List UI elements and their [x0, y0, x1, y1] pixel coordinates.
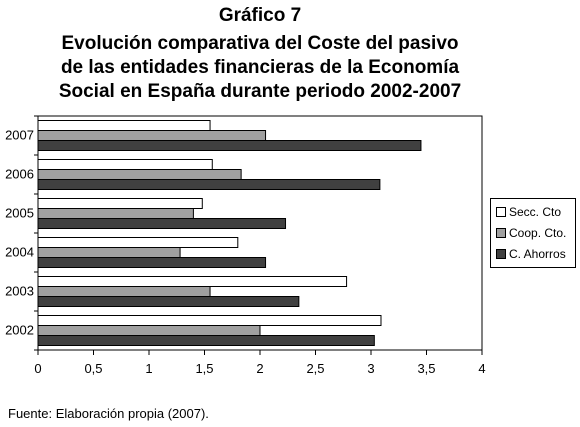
chart-title-line: Evolución comparativa del Coste del pasi…	[61, 33, 459, 54]
bar-secc-cto-2002	[37, 315, 382, 326]
chart-title-line: Social en España durante periodo 2002-20…	[58, 81, 462, 102]
x-tick-label: 1	[145, 361, 152, 376]
legend-label: C. Ahorros	[509, 247, 566, 261]
bar-secc-cto-2004	[37, 237, 239, 248]
legend-swatch-c-ahorros	[496, 249, 506, 259]
legend-swatch-coop-cto	[496, 228, 506, 238]
legend-label: Secc. Cto	[509, 205, 562, 219]
x-tick-label: 4	[478, 361, 485, 376]
y-tick-label: 2004	[5, 245, 34, 260]
y-tick-label: 2002	[5, 323, 34, 338]
bar-c-ahorros-2006	[37, 179, 381, 190]
bar-secc-cto-2005	[37, 198, 203, 209]
x-tick-label: 0,5	[84, 361, 102, 376]
y-tick-label: 2003	[5, 284, 34, 299]
bar-coop-cto-2006	[37, 169, 242, 180]
x-tick-label: 3	[367, 361, 374, 376]
bar-secc-cto-2003	[37, 276, 348, 287]
legend-item-secc-cto: Secc. Cto	[496, 204, 561, 220]
bar-c-ahorros-2007	[37, 140, 422, 151]
bar-secc-cto-2006	[37, 159, 213, 170]
bar-coop-cto-2007	[37, 130, 267, 141]
legend: Secc. Cto Coop. Cto. C. Ahorros	[490, 198, 576, 268]
bar-c-ahorros-2005	[37, 218, 287, 229]
y-tick-label: 2006	[5, 167, 34, 182]
x-tick-label: 3,5	[417, 361, 435, 376]
plot-area	[37, 115, 483, 351]
bar-coop-cto-2003	[37, 286, 211, 297]
bar-c-ahorros-2004	[37, 257, 267, 268]
bar-coop-cto-2005	[37, 208, 194, 219]
y-tick-label: 2005	[5, 206, 34, 221]
legend-label: Coop. Cto.	[509, 226, 567, 240]
source-note: Fuente: Elaboración propia (2007).	[8, 406, 209, 421]
x-tick-label: 2,5	[306, 361, 324, 376]
x-tick-label: 0	[34, 361, 41, 376]
bar-secc-cto-2007	[37, 120, 211, 131]
legend-swatch-secc-cto	[496, 207, 506, 217]
legend-item-coop-cto: Coop. Cto.	[496, 225, 566, 241]
bar-coop-cto-2002	[37, 325, 261, 336]
bar-chart: 2007 2006 2005 2004 2003 2002 0 0,5 1 1,5 2 2,5 3 3,5…	[5, 115, 486, 376]
chart-title-line: Gráfico 7	[218, 5, 302, 26]
legend-item-c-ahorros: C. Ahorros	[496, 246, 566, 262]
bar-coop-cto-2004	[37, 247, 181, 258]
x-tick-label: 2	[256, 361, 263, 376]
bar-c-ahorros-2003	[37, 296, 300, 307]
x-tick-label: 1,5	[195, 361, 213, 376]
y-tick-label: 2007	[5, 128, 34, 143]
chart-title-line: de las entidades financieras de la Econo…	[60, 57, 460, 78]
bar-c-ahorros-2002	[37, 335, 375, 346]
